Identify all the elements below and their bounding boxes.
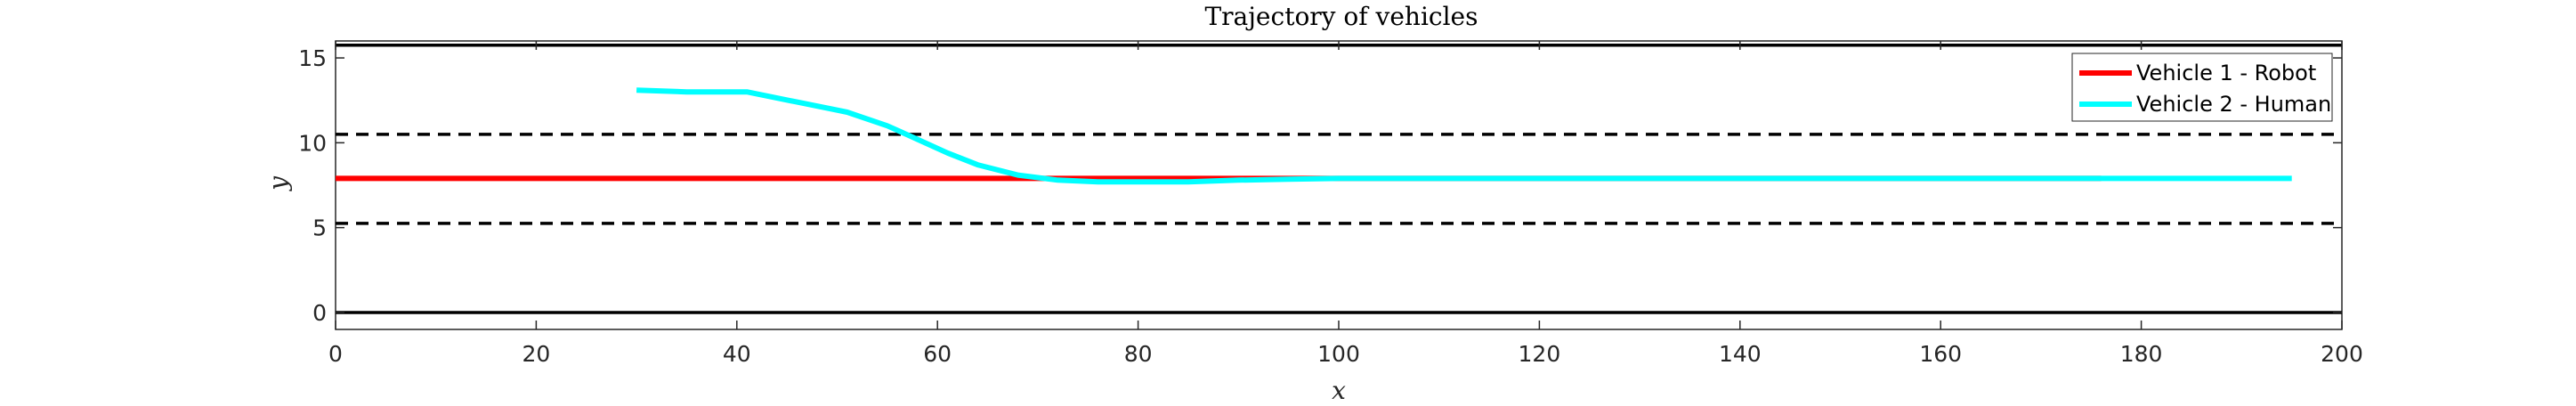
y-axis: 0 5 10 15 bbox=[298, 45, 2342, 326]
x-tick-label: 60 bbox=[923, 341, 952, 367]
x-tick-label: 120 bbox=[1519, 341, 1561, 367]
legend: Vehicle 1 - Robot Vehicle 2 - Human bbox=[2071, 53, 2333, 122]
legend-label-2: Vehicle 2 - Human bbox=[2136, 92, 2331, 117]
y-tick-label: 10 bbox=[298, 130, 327, 156]
x-tick-label: 140 bbox=[1719, 341, 1762, 367]
x-axis: 0 20 40 60 80 100 120 140 160 180 200 bbox=[328, 41, 2363, 367]
x-tick-label: 80 bbox=[1124, 341, 1153, 367]
y-tick-label: 0 bbox=[312, 300, 327, 326]
x-tick-label: 40 bbox=[723, 341, 751, 367]
x-tick-label: 160 bbox=[1919, 341, 1962, 367]
chart-title: Trajectory of vehicles bbox=[1205, 2, 1478, 31]
legend-label-1: Vehicle 1 - Robot bbox=[2136, 61, 2316, 85]
x-axis-label: x bbox=[1332, 376, 1346, 405]
y-axis-label: y bbox=[263, 175, 293, 192]
x-tick-label: 200 bbox=[2321, 341, 2363, 367]
series-line-2 bbox=[636, 87, 2292, 185]
x-tick-label: 180 bbox=[2120, 341, 2163, 367]
series-layer bbox=[336, 87, 2292, 185]
x-tick-label: 20 bbox=[522, 341, 550, 367]
plot-area bbox=[335, 40, 2343, 330]
x-tick-label: 100 bbox=[1317, 341, 1360, 367]
reference-lines bbox=[336, 44, 2342, 314]
y-tick-label: 5 bbox=[312, 215, 327, 241]
x-tick-label: 0 bbox=[328, 341, 343, 367]
y-tick-label: 15 bbox=[298, 45, 327, 71]
legend-box bbox=[2071, 53, 2333, 122]
